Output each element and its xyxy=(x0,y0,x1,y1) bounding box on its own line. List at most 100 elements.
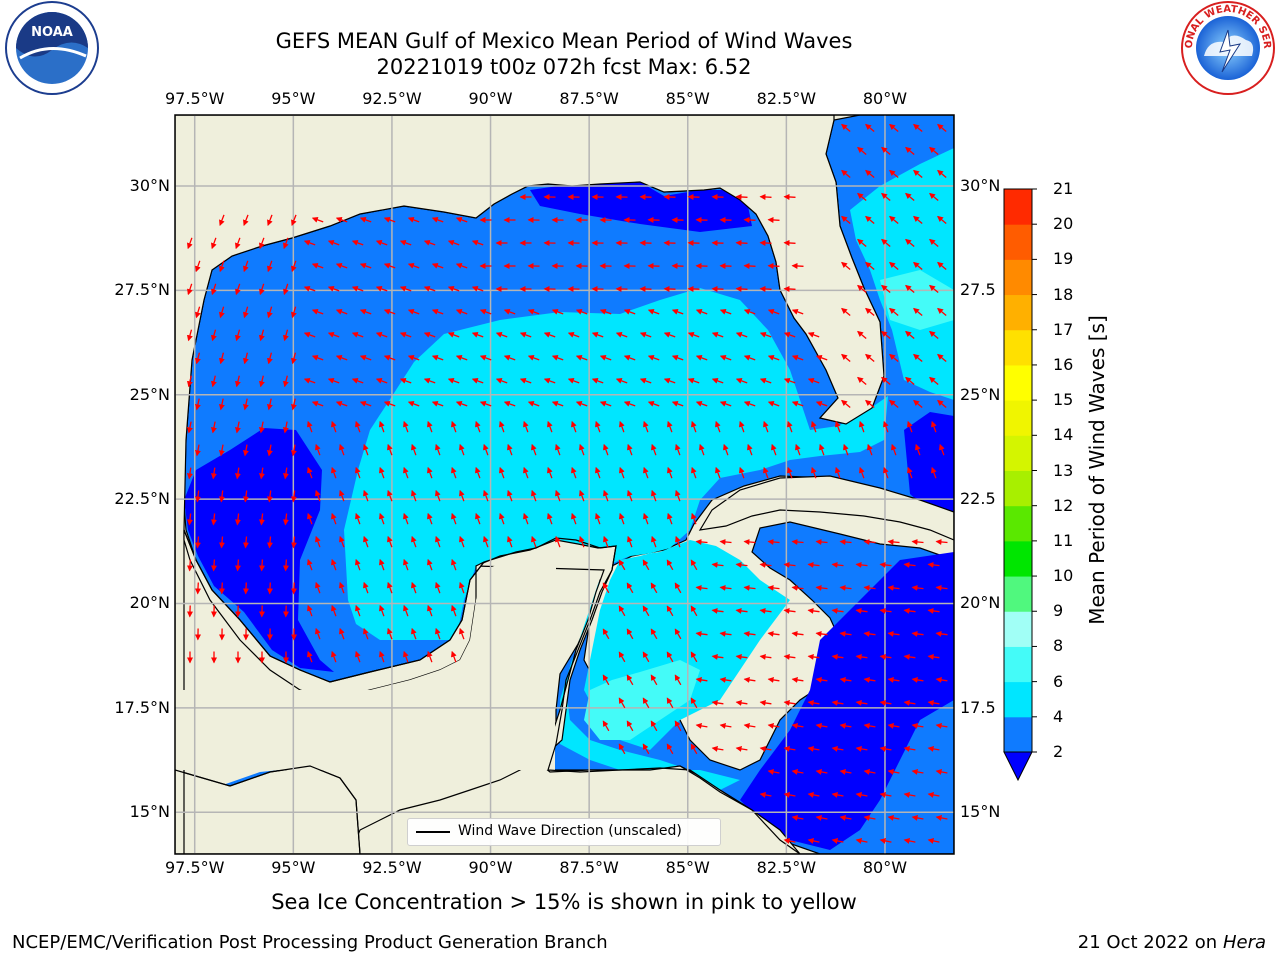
wind-wave-arrow xyxy=(495,377,508,384)
wind-wave-arrow xyxy=(722,443,729,456)
wind-wave-arrow xyxy=(575,308,588,315)
wind-wave-arrow xyxy=(602,582,610,594)
wind-wave-arrow xyxy=(719,308,732,315)
wind-wave-arrow xyxy=(426,558,433,571)
wind-wave-arrow xyxy=(303,285,316,292)
wind-wave-arrow xyxy=(650,674,658,686)
wind-wave-arrow xyxy=(695,400,708,407)
wind-wave-arrow xyxy=(767,354,780,361)
wind-wave-arrow xyxy=(863,814,876,821)
wind-wave-arrow xyxy=(905,146,915,155)
wind-wave-arrow xyxy=(242,398,249,411)
colorbar-segment xyxy=(1004,681,1032,718)
wind-wave-arrow xyxy=(234,237,241,250)
wind-wave-arrow xyxy=(879,607,892,614)
wind-wave-arrow xyxy=(815,538,828,545)
wind-wave-arrow xyxy=(242,536,249,549)
wind-wave-arrow xyxy=(375,239,388,246)
wind-wave-arrow xyxy=(711,377,724,384)
footer-date-text: 21 Oct 2022 on xyxy=(1077,932,1223,953)
wind-wave-arrow xyxy=(695,722,708,729)
wind-wave-arrow xyxy=(234,513,241,526)
wind-wave-arrow xyxy=(911,676,924,683)
wind-wave-arrow xyxy=(791,676,804,683)
wind-wave-arrow xyxy=(554,443,561,456)
wind-wave-arrow xyxy=(783,745,796,752)
wind-wave-arrow xyxy=(330,650,337,663)
chart-subtitle: 20221019 t00z 072h fcst Max: 6.52 xyxy=(376,55,752,79)
wind-wave-arrow xyxy=(471,331,484,338)
colorbar-tick-label: 4 xyxy=(1053,706,1064,726)
wind-wave-arrow xyxy=(935,676,948,683)
wind-wave-arrow xyxy=(791,538,804,545)
wind-wave-arrow xyxy=(690,420,697,433)
wind-wave-arrow xyxy=(839,768,852,775)
wind-wave-arrow xyxy=(719,676,732,683)
wind-wave-arrow xyxy=(594,420,601,433)
wind-wave-arrow xyxy=(881,376,891,385)
legend-line-swatch xyxy=(416,831,450,833)
wind-wave-arrow xyxy=(282,421,289,434)
wind-wave-arrow xyxy=(711,653,724,660)
wind-wave-arrow xyxy=(259,283,265,296)
wind-wave-arrow xyxy=(450,604,457,617)
map-gridlines xyxy=(175,115,954,854)
wind-wave-arrow xyxy=(242,306,249,319)
wind-wave-arrow xyxy=(642,651,650,663)
wind-wave-arrow xyxy=(913,123,923,132)
wind-wave-arrow xyxy=(674,443,681,456)
wind-wave-arrow xyxy=(426,466,433,479)
colorbar-tick-label: 17 xyxy=(1053,319,1074,339)
wind-wave-arrow xyxy=(527,308,540,315)
wind-wave-arrow xyxy=(410,489,417,502)
wind-wave-arrow xyxy=(906,420,913,433)
wind-wave-arrow xyxy=(863,676,876,683)
wind-wave-arrow xyxy=(674,720,682,732)
land-cuba xyxy=(698,475,954,541)
lat-tick-left: 25°N xyxy=(129,384,170,404)
wind-wave-arrow xyxy=(194,536,201,549)
wind-wave-arrow xyxy=(690,605,698,617)
wind-wave-arrow xyxy=(791,814,804,821)
colorbar-tick-label: 20 xyxy=(1053,214,1074,234)
wind-wave-arrow xyxy=(841,261,851,270)
wind-wave-arrow xyxy=(218,352,225,365)
wind-wave-arrow xyxy=(743,584,756,591)
wind-wave-arrow xyxy=(841,215,851,224)
wind-wave-arrow xyxy=(879,699,892,706)
wind-wave-arrow xyxy=(351,331,364,338)
wind-wave-arrow xyxy=(889,215,899,224)
wind-wave-arrow xyxy=(647,400,660,407)
wind-wave-arrow xyxy=(783,653,796,660)
wind-wave-arrow xyxy=(666,697,674,709)
wind-wave-arrow xyxy=(794,443,801,456)
wind-wave-arrow xyxy=(314,627,321,640)
wind-wave-arrow xyxy=(783,193,796,200)
wind-wave-arrow xyxy=(839,584,852,591)
wind-wave-arrow xyxy=(642,559,650,571)
lon-tick-bottom: 82.5°W xyxy=(756,858,817,877)
wind-wave-arrow xyxy=(551,400,564,407)
wind-wave-arrow xyxy=(450,558,457,571)
wind-wave-arrow xyxy=(815,768,828,775)
wind-wave-arrow xyxy=(815,584,828,591)
lon-tick-top: 90°W xyxy=(468,89,513,108)
wind-wave-arrow xyxy=(283,283,289,296)
wind-wave-arrow xyxy=(937,307,947,316)
wind-wave-arrow xyxy=(458,627,465,640)
wind-wave-arrow xyxy=(671,354,684,361)
wind-wave-arrow xyxy=(626,582,634,594)
lon-tick-top: 95°W xyxy=(271,89,316,108)
wind-wave-arrow xyxy=(455,308,468,315)
wind-wave-arrow xyxy=(642,420,649,433)
lon-tick-top: 97.5°W xyxy=(164,89,225,108)
wind-wave-arrow xyxy=(330,420,337,433)
wind-wave-arrow xyxy=(735,377,748,384)
wind-wave-arrow xyxy=(210,237,217,250)
wind-wave-arrow xyxy=(639,377,652,384)
wind-wave-arrow xyxy=(474,420,481,433)
colorbar-tick-label: 13 xyxy=(1053,460,1074,480)
wind-wave-arrow xyxy=(863,538,876,545)
wind-wave-arrow xyxy=(839,676,852,683)
wind-wave-arrow xyxy=(810,466,817,479)
